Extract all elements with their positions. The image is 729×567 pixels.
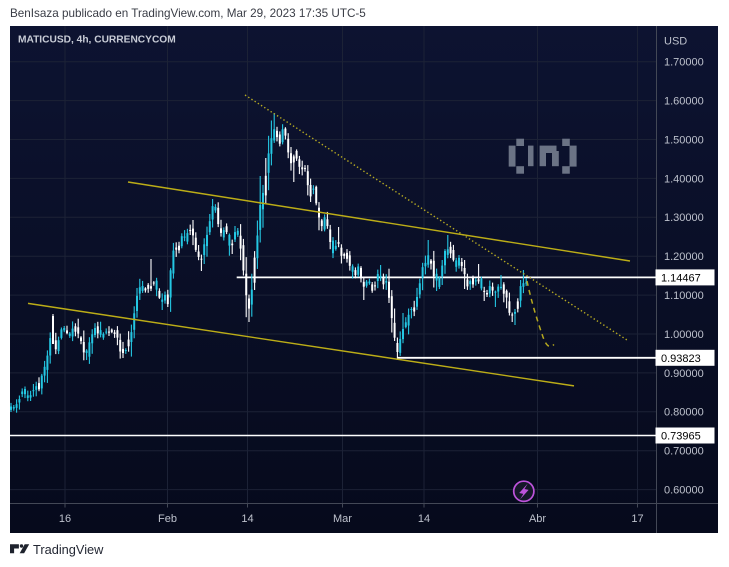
svg-text:1.00000: 1.00000 <box>664 329 704 341</box>
svg-text:16: 16 <box>59 513 71 525</box>
svg-text:1.14467: 1.14467 <box>661 272 701 284</box>
svg-text:1.70000: 1.70000 <box>664 57 704 69</box>
svg-text:0.60000: 0.60000 <box>664 485 704 497</box>
svg-text:USD: USD <box>664 36 687 48</box>
svg-text:1.50000: 1.50000 <box>664 134 704 146</box>
svg-text:0.93823: 0.93823 <box>661 353 701 365</box>
svg-text:14: 14 <box>418 513 430 525</box>
svg-text:1.40000: 1.40000 <box>664 173 704 185</box>
svg-text:MATICUSD, 4h, CURRENCYCOM: MATICUSD, 4h, CURRENCYCOM <box>18 35 176 46</box>
svg-text:0.70000: 0.70000 <box>664 446 704 458</box>
svg-text:Abr: Abr <box>529 513 546 525</box>
svg-text:Mar: Mar <box>333 513 352 525</box>
svg-text:1.20000: 1.20000 <box>664 251 704 263</box>
svg-text:14: 14 <box>241 513 253 525</box>
svg-text:1.60000: 1.60000 <box>664 96 704 108</box>
svg-text:0.80000: 0.80000 <box>664 407 704 419</box>
svg-text:Feb: Feb <box>158 513 177 525</box>
svg-text:17: 17 <box>631 513 643 525</box>
svg-text:1.10000: 1.10000 <box>664 290 704 302</box>
svg-text:0.90000: 0.90000 <box>664 368 704 380</box>
svg-text:0.73965: 0.73965 <box>661 431 701 443</box>
svg-text:1.30000: 1.30000 <box>664 212 704 224</box>
